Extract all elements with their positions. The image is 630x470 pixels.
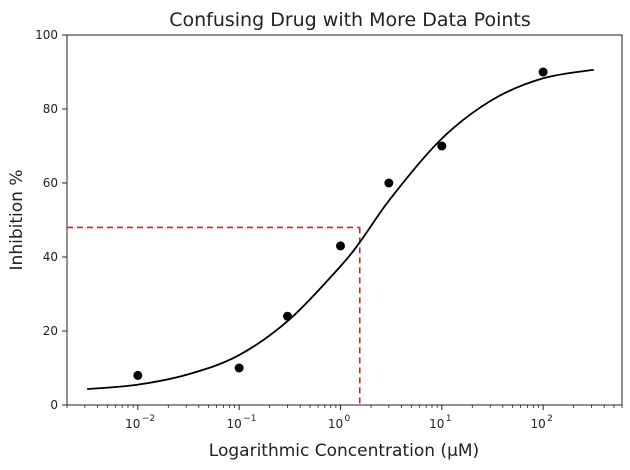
y-tick-label: 100 [35,28,58,42]
data-point [133,370,143,380]
data-point [335,241,345,251]
y-tick-label: 60 [43,176,58,190]
x-axis-label: Logarithmic Concentration (μM) [209,441,479,461]
y-tick-label: 40 [43,250,58,264]
x-tick-exponent: 1 [446,414,452,424]
chart-title: Confusing Drug with More Data Points [169,9,531,31]
x-tick-exponent: −1 [243,414,256,424]
plot-frame [66,34,623,406]
data-point [538,67,548,77]
data-point [437,141,447,151]
data-point [234,363,244,373]
data-point [384,178,394,188]
data-point [283,311,293,321]
y-tick-label: 20 [43,324,58,338]
x-tick-label: 10 [429,417,444,431]
x-tick-label: 10 [227,417,242,431]
x-tick-exponent: 2 [547,414,553,424]
x-tick-exponent: 0 [344,414,350,424]
x-tick-label: 10 [125,417,140,431]
y-axis-label: Inhibition % [7,170,27,271]
y-tick-label: 0 [50,398,58,412]
y-tick-label: 80 [43,102,58,116]
x-tick-label: 10 [531,417,546,431]
x-tick-exponent: −2 [142,414,155,424]
fitted-curve [87,68,594,390]
x-tick-label: 10 [328,417,343,431]
